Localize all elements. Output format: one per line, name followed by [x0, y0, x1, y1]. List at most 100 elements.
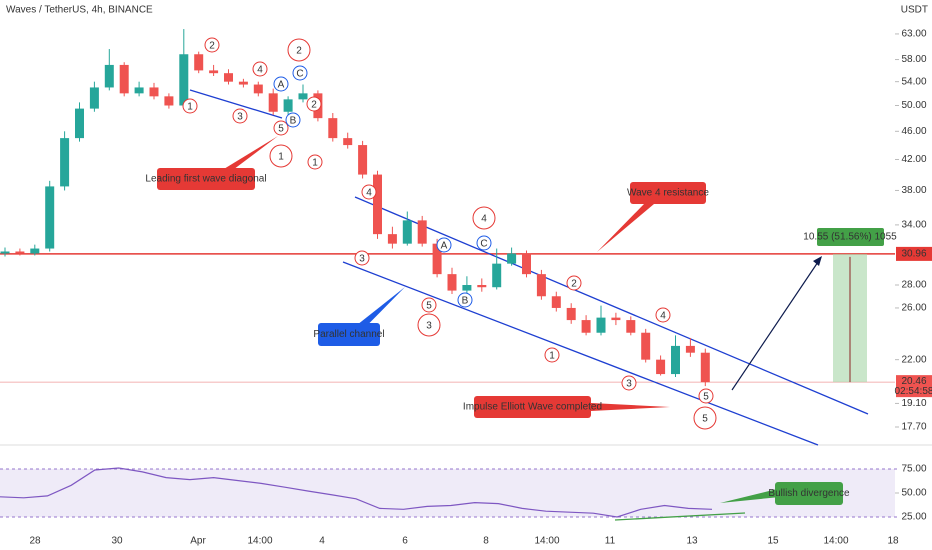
wave-label: B [462, 296, 469, 307]
candle-body [268, 93, 278, 112]
candle-body [45, 186, 55, 249]
x-tick-label: 18 [887, 536, 899, 547]
wave-label-circle [287, 38, 311, 62]
wave-label-circle [182, 98, 198, 114]
arrow-head [813, 256, 822, 266]
y-tick-label: 38.00 [901, 185, 926, 196]
wave-label: 3 [359, 254, 365, 265]
wave-label-circle [655, 307, 671, 323]
callout-pointer [597, 204, 654, 252]
candle-body [343, 138, 353, 146]
y-tick-label: 42.00 [901, 154, 926, 165]
channel-upper [354, 196, 869, 415]
wave-label-circle [421, 297, 437, 313]
callout-box [474, 396, 591, 418]
candle-body [30, 248, 40, 254]
x-tick-label: 14:00 [247, 536, 272, 547]
y-tick-label: 28.00 [901, 280, 926, 291]
candle-body [477, 285, 487, 288]
candle-body [209, 70, 219, 74]
wave-label-circle [436, 237, 452, 253]
y-tick-label: 26.00 [901, 303, 926, 314]
callout-text: Impulse Elliott Wave completed [463, 402, 602, 413]
y-tick-label: 63.00 [901, 29, 926, 40]
callout-pointer [591, 403, 670, 411]
wave-label: 2 [571, 279, 577, 290]
y-tick-label: 34.00 [901, 220, 926, 231]
callout-box [318, 323, 380, 346]
candle-body [358, 145, 368, 175]
wave-label-circle [285, 112, 301, 128]
wave-label: B [290, 116, 297, 127]
candle-body [685, 345, 695, 353]
wave-label-circle [457, 292, 473, 308]
candle-body [611, 317, 621, 321]
candle-body [283, 99, 293, 112]
wave-label-circle [417, 313, 441, 337]
candle-body [417, 220, 427, 244]
x-tick-label: 30 [111, 536, 123, 547]
callout-text: Bullish divergence [768, 488, 850, 499]
wave-label: 5 [278, 124, 284, 135]
y-tick-label: 19.10 [901, 398, 926, 409]
wave-label: 2 [311, 100, 317, 111]
rsi-band [0, 469, 895, 517]
wave-label-circle [292, 65, 308, 81]
candle-body [164, 96, 174, 106]
wave-label-circle [204, 37, 220, 53]
candle-body [387, 234, 397, 244]
candle-body [373, 174, 382, 235]
wave-label: 4 [366, 188, 372, 199]
wave-label: 3 [426, 321, 432, 332]
wave-label-circle [476, 235, 492, 251]
y-tick-label: 54.00 [901, 76, 926, 87]
candle-body [402, 220, 412, 244]
wave-label-circle [273, 76, 289, 92]
y-tick-label: 22.00 [901, 354, 926, 365]
measure-label: 10.55 (51.56%) 1055 [803, 232, 897, 243]
candle-body [89, 87, 99, 109]
rsi-line [0, 467, 713, 518]
wave-label: 4 [257, 65, 263, 76]
candle-body [596, 317, 606, 333]
candle-body [566, 307, 576, 321]
wave-label: 4 [660, 311, 666, 322]
callout-box [157, 168, 255, 190]
wave-label-circle [544, 347, 560, 363]
wave-label-circle [232, 108, 248, 124]
x-tick-label: 6 [402, 536, 408, 547]
y-tick-label: 46.00 [901, 126, 926, 137]
candle-body [507, 253, 517, 264]
wave-label-circle [273, 120, 289, 136]
candle-body [104, 64, 114, 88]
candle-body [194, 54, 204, 71]
callout-box [775, 482, 843, 505]
y-tick-label: 17.70 [901, 422, 926, 433]
wave-label: 5 [426, 301, 432, 312]
wave-label: 5 [702, 414, 708, 425]
y-tick-label: 58.00 [901, 54, 926, 65]
x-tick-label: 8 [483, 536, 489, 547]
diagonal-line [189, 89, 283, 119]
candle-body [536, 274, 546, 297]
callout-text: Parallel channel [313, 329, 384, 340]
x-tick-label: 15 [767, 536, 779, 547]
last-price-tag [896, 375, 932, 398]
callout-pointer [720, 489, 775, 503]
x-tick-label: 4 [319, 536, 325, 547]
wave-label: 3 [237, 112, 243, 123]
x-tick-label: 14:00 [823, 536, 848, 547]
candle-body [700, 352, 710, 383]
countdown: 02:54:58 [895, 386, 932, 397]
wave-label: A [441, 241, 448, 252]
candle-body [626, 320, 636, 333]
wave-label-circle [566, 275, 582, 291]
x-tick-label: Apr [190, 536, 206, 547]
rsi-tick-label: 50.00 [901, 488, 926, 499]
wave-label: A [278, 80, 285, 91]
y-tick-label: 50.00 [901, 100, 926, 111]
resistance-tag-label: 30.96 [901, 249, 926, 260]
x-tick-label: 13 [686, 536, 698, 547]
